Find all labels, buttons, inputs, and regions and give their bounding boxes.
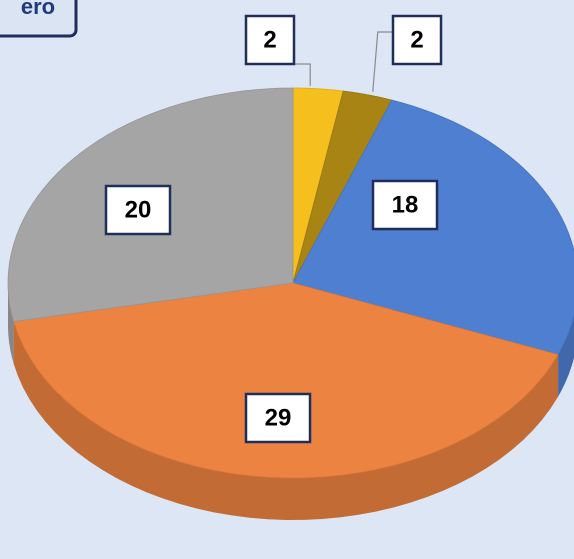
leader-line bbox=[372, 31, 393, 92]
data-label: 29 bbox=[265, 404, 292, 431]
annotation: ero bbox=[21, 0, 55, 19]
data-label: 2 bbox=[410, 26, 423, 53]
slice-side bbox=[13, 321, 559, 520]
leader-line bbox=[288, 63, 311, 86]
data-label: 2 bbox=[263, 26, 276, 53]
label-box bbox=[244, 14, 296, 66]
annotation-box bbox=[0, 0, 78, 38]
label-box bbox=[244, 392, 312, 444]
data-label: 20 bbox=[125, 196, 152, 223]
label-box bbox=[371, 179, 439, 231]
slice bbox=[292, 90, 393, 284]
label-box bbox=[391, 14, 443, 66]
label-box bbox=[104, 184, 172, 236]
slice bbox=[13, 282, 559, 479]
data-label: 18 bbox=[392, 191, 419, 218]
slice-side bbox=[558, 315, 574, 397]
